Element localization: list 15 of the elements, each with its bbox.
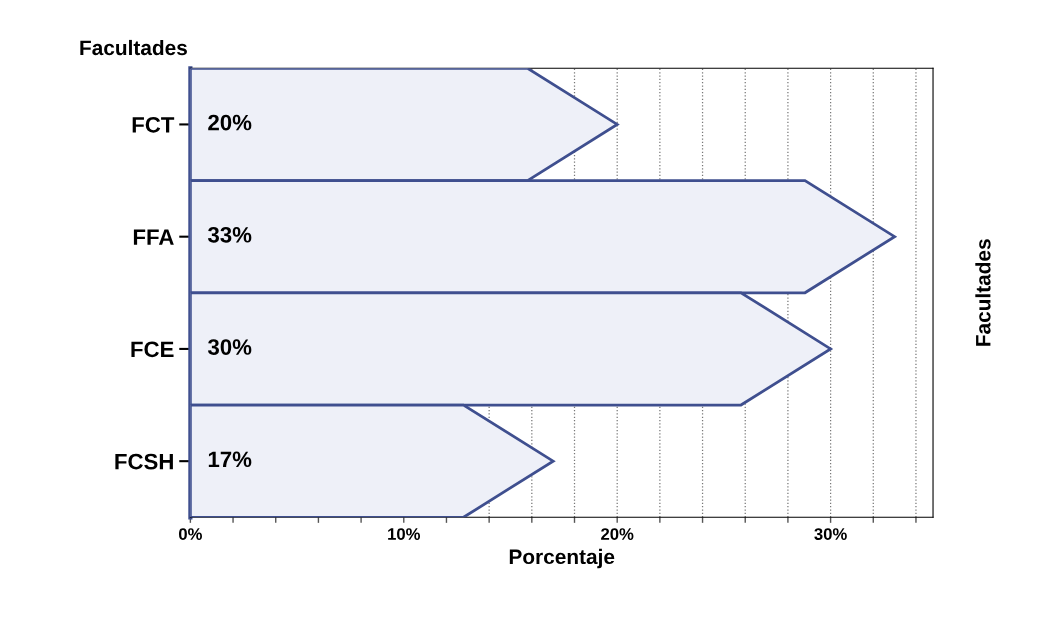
x-axis-title: Porcentaje xyxy=(509,548,615,569)
y-tick-label: FCSH xyxy=(115,453,173,470)
data-label: 17% xyxy=(208,451,252,468)
y-tick-label: FCE xyxy=(131,341,174,358)
data-label: 20% xyxy=(208,114,252,131)
x-tick-label: 10% xyxy=(388,528,421,540)
x-tick-label: 30% xyxy=(814,528,847,540)
data-label: 30% xyxy=(207,339,252,355)
y-tick-label: FFA xyxy=(133,229,174,245)
x-tick-label: 20% xyxy=(601,528,634,540)
x-tick-label: 0% xyxy=(178,528,202,540)
data-label: 33% xyxy=(207,226,252,243)
y2-axis-title: Facultades xyxy=(975,239,991,346)
y-axis-title: Facultades xyxy=(80,39,187,56)
y-tick-label: FCT xyxy=(132,116,175,133)
